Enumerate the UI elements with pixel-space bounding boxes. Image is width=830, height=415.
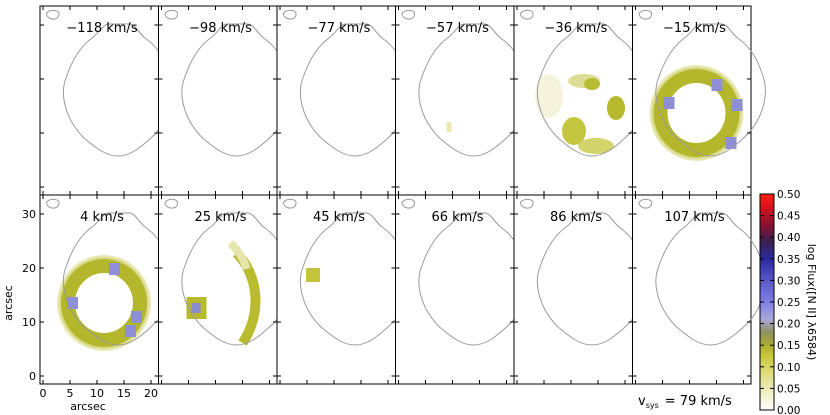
y-tick-label: 20	[22, 262, 36, 275]
emission-knot	[131, 311, 142, 323]
emission-region	[584, 78, 600, 90]
channel-panel: −57 km/s	[395, 5, 529, 196]
emission-region	[607, 96, 625, 120]
panel-frame	[276, 194, 396, 385]
panel-frame	[513, 194, 633, 385]
y-tick-label: 30	[22, 208, 36, 221]
panel-ticks	[395, 6, 514, 195]
velocity-label: −98 km/s	[189, 21, 252, 36]
emission-knot	[125, 325, 136, 337]
colorbar-label: log Flux([N II] λ6584)	[805, 244, 818, 361]
panel-frame	[632, 194, 752, 385]
emission-region	[578, 138, 614, 154]
y-tick-label: 0	[29, 370, 36, 383]
panel-frame	[276, 5, 396, 196]
emission-region	[562, 117, 586, 145]
panel-ticks	[40, 195, 159, 384]
emission-arc-faint	[227, 240, 251, 271]
colorbar: 0.00 0.05 0.10 0.15 0.20 0.25 0.30 0.35 0.40 0.45…	[759, 189, 818, 415]
systemic-velocity-label: vsys = 79 km/s	[638, 394, 732, 410]
velocity-label: −77 km/s	[308, 21, 371, 36]
x-axis-label: arcsec	[70, 400, 106, 413]
panel-ticks	[277, 195, 396, 384]
emission-pixel	[446, 122, 452, 132]
vsys-symbol: v	[638, 394, 646, 409]
channel-panel: 66 km/s	[395, 194, 529, 385]
velocity-label: 25 km/s	[194, 210, 246, 225]
svg-text:vsys= 79 km/s: vsys = 79 km/s	[638, 394, 732, 410]
emission-ring-halo	[649, 65, 744, 161]
colorbar-tick-label: 0.30	[777, 275, 800, 287]
velocity-label: 66 km/s	[431, 210, 483, 225]
channel-panel: 107 km/s	[632, 194, 766, 385]
colorbar-tick-label: 0.35	[777, 254, 800, 266]
emission-ring-halo	[57, 255, 151, 351]
emission-map	[535, 74, 625, 154]
panel-ticks	[514, 6, 633, 195]
y-axis-label: arcsec	[2, 285, 15, 321]
channel-panel: 25 km/s	[158, 194, 292, 385]
velocity-label: −118 km/s	[66, 21, 137, 36]
velocity-label: −36 km/s	[545, 21, 608, 36]
x-tick-label: 10	[90, 387, 104, 400]
panel-ticks	[277, 6, 396, 195]
colorbar-tick-label: 0.15	[777, 340, 800, 352]
emission-map	[649, 65, 744, 161]
panel-ticks	[632, 195, 751, 384]
panel-ticks	[40, 6, 159, 195]
emission-knot	[663, 97, 675, 109]
emission-knot	[711, 79, 723, 91]
emission-knot-core	[191, 303, 201, 313]
colorbar-tick-label: 0.40	[777, 232, 800, 244]
emission-knot	[67, 297, 78, 309]
colorbar-tick-label: 0.20	[777, 319, 800, 331]
channel-panel: 4 km/s	[39, 194, 174, 385]
channel-panel: −15 km/s	[632, 5, 766, 196]
velocity-label: 86 km/s	[550, 210, 602, 225]
panel-ticks	[514, 195, 633, 384]
emission-region	[535, 74, 563, 118]
emission-knot	[109, 263, 120, 275]
channel-panel: −118 km/s	[39, 5, 174, 196]
vsys-subscript: sys	[646, 401, 659, 410]
velocity-label: 107 km/s	[664, 210, 725, 225]
channel-panel: −98 km/s	[158, 5, 292, 196]
channel-panel: 86 km/s	[513, 194, 648, 385]
x-tick-label: 15	[117, 387, 131, 400]
emission-knot	[306, 268, 320, 282]
colorbar-tick-label: 0.25	[777, 297, 800, 309]
emission-map	[446, 122, 452, 132]
colorbar-tick-label: 0.10	[777, 362, 800, 374]
channel-panel: −36 km/s	[513, 5, 648, 196]
panel-frame	[39, 5, 159, 196]
velocity-label: 4 km/s	[80, 210, 124, 225]
y-tick-label: 10	[22, 316, 36, 329]
colorbar-tick-label: 0.45	[777, 211, 800, 223]
emission-knot	[725, 137, 737, 149]
panel-ticks	[395, 195, 514, 384]
panel-frame	[395, 5, 515, 196]
vsys-value: = 79 km/s	[665, 394, 732, 409]
x-tick-label: 20	[144, 387, 158, 400]
emission-map	[306, 268, 320, 282]
colorbar-tick-label: 0.50	[777, 189, 800, 201]
panel-ticks	[158, 195, 277, 384]
x-tick-label: 5	[67, 387, 74, 400]
velocity-label: −15 km/s	[663, 21, 726, 36]
panel-ticks	[632, 6, 751, 195]
colorbar-tick-label: 0.00	[777, 405, 800, 415]
velocity-label: 45 km/s	[313, 210, 365, 225]
panel-frame	[395, 194, 515, 385]
emission-knot	[731, 99, 743, 111]
channel-panel: −77 km/s	[276, 5, 411, 196]
x-tick-label: 0	[40, 387, 47, 400]
panel-frame	[158, 5, 278, 196]
panel-ticks	[158, 6, 277, 195]
channel-panel: 45 km/s	[276, 194, 411, 385]
colorbar-tick-label: 0.05	[777, 383, 800, 395]
velocity-label: −57 km/s	[426, 21, 489, 36]
